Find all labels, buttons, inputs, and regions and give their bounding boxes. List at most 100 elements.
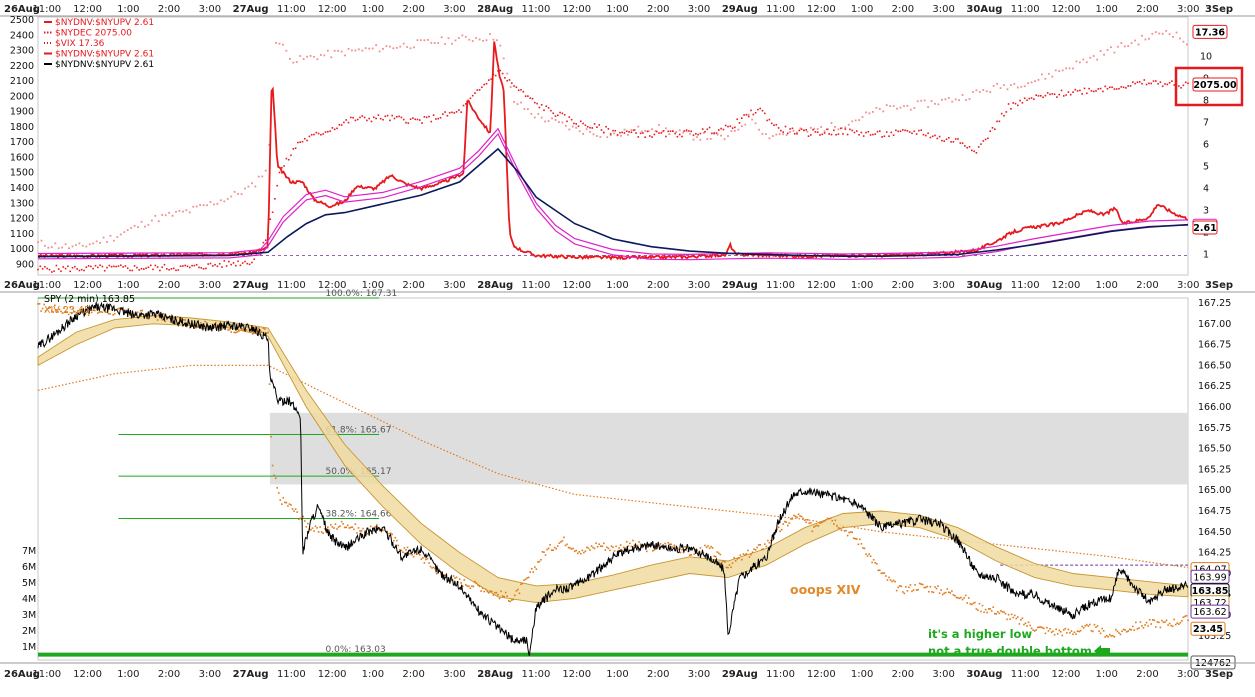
xiv-dot xyxy=(632,539,634,542)
vix-dot xyxy=(582,132,584,135)
xiv-dot xyxy=(1076,630,1079,633)
xiv-dot xyxy=(1158,621,1160,624)
nydec-dot xyxy=(133,265,136,267)
xiv-dot xyxy=(745,553,748,555)
nydec-dot xyxy=(437,117,439,120)
vix-dot xyxy=(68,247,70,250)
xiv-dot xyxy=(141,309,144,312)
nydec-dot xyxy=(113,265,115,268)
xiv-dot xyxy=(888,576,890,579)
nydec-dot xyxy=(991,126,994,129)
xiv-dot xyxy=(744,554,746,556)
spy-ma-band xyxy=(37,315,1189,604)
xiv-dot xyxy=(728,564,731,566)
nydec-dot xyxy=(708,126,711,129)
xiv-dot xyxy=(783,520,786,523)
nydec-dot xyxy=(867,130,870,133)
nydec-dot xyxy=(573,122,575,125)
time-tick-label: 2:00 xyxy=(647,280,669,291)
xiv-dot xyxy=(1013,614,1016,617)
xiv-dot xyxy=(392,539,395,542)
xiv-dot xyxy=(1095,626,1097,628)
nydec-dot xyxy=(936,137,939,140)
xiv-dot xyxy=(236,331,239,333)
ratio-ma-lower xyxy=(37,132,1189,261)
xiv-dot xyxy=(733,557,735,559)
price-tick-label: 166.00 xyxy=(1198,402,1231,413)
xiv-dot xyxy=(1059,631,1062,633)
xiv-dot xyxy=(550,549,553,551)
vix-dot xyxy=(958,99,961,102)
xiv-dot xyxy=(156,319,159,321)
xiv-dot xyxy=(567,546,570,549)
xiv-dot xyxy=(147,318,150,320)
nydec-dot xyxy=(529,97,531,99)
nydec-dot xyxy=(662,129,665,132)
nydec-dot xyxy=(897,130,899,133)
vix-dot xyxy=(102,236,105,239)
nydec-dot xyxy=(667,130,669,133)
nydec-dot xyxy=(391,114,393,117)
time-tick-label: 1:00 xyxy=(117,280,139,291)
time-tick-label: 2:00 xyxy=(892,669,914,680)
xiv-dot xyxy=(162,313,165,315)
nydec-dot xyxy=(982,140,985,142)
nydec-dot xyxy=(888,135,890,138)
xiv-dot xyxy=(664,542,666,545)
vix-dot xyxy=(1072,67,1074,70)
nydec-dot xyxy=(230,263,232,266)
vix-dot xyxy=(1020,85,1023,88)
xiv-dot xyxy=(626,540,628,543)
nydec-dot xyxy=(554,115,557,117)
xiv-dot xyxy=(334,523,337,525)
xiv-dot xyxy=(104,311,107,313)
nydec-dot xyxy=(570,118,573,121)
nydec-dot xyxy=(444,111,446,113)
xiv-dot xyxy=(649,545,651,547)
xiv-dot xyxy=(101,311,104,314)
nydec-dot xyxy=(143,268,145,270)
xiv-dot xyxy=(1010,613,1013,616)
bottom-panel: 167.25167.00166.75166.50166.25166.00165.… xyxy=(22,289,1236,670)
left-tick-label: 2400 xyxy=(10,30,34,41)
xiv-dot xyxy=(576,552,579,555)
nydec-dot xyxy=(1127,85,1129,87)
xiv-dot xyxy=(799,515,801,517)
nydec-dot xyxy=(370,120,373,123)
xiv-dot xyxy=(1170,624,1172,627)
nydec-dot xyxy=(591,127,594,129)
fib-label: 100.0%: 167.31 xyxy=(326,289,398,299)
xiv-dot xyxy=(1138,627,1140,629)
nydec-dot xyxy=(1058,93,1060,96)
xiv-dot xyxy=(711,547,714,549)
vix-dot xyxy=(868,112,871,115)
nydec-dot xyxy=(623,132,626,134)
xiv-dot xyxy=(880,572,883,575)
xiv-dot xyxy=(716,551,719,553)
xiv-dot xyxy=(100,310,102,313)
xiv-dot xyxy=(374,526,377,528)
xiv-dot xyxy=(596,545,599,548)
nydec-dot xyxy=(115,265,117,268)
xiv-dot xyxy=(872,559,875,561)
xiv-dot xyxy=(472,585,475,588)
nydec-dot xyxy=(770,122,773,125)
xiv-dot xyxy=(64,311,67,313)
xiv-dot xyxy=(1078,630,1080,633)
vix-dot xyxy=(1068,67,1071,70)
nydec-dot xyxy=(580,120,582,123)
nydec-dot xyxy=(727,125,729,128)
time-tick-label: 2:00 xyxy=(1136,669,1158,680)
bottom-legend-entry: XIV 23.45 xyxy=(44,305,90,316)
vix-dot xyxy=(1061,69,1064,72)
xiv-dot xyxy=(247,326,249,328)
ratio-tag: 2.61 xyxy=(1193,223,1216,234)
xiv-dot xyxy=(963,597,965,599)
nydec-dot xyxy=(614,129,617,132)
xiv-dot xyxy=(777,526,780,529)
xiv-dot xyxy=(314,525,317,528)
xiv-dot xyxy=(854,537,857,540)
vix-dot xyxy=(1085,61,1088,64)
nydec-dot xyxy=(938,135,941,138)
